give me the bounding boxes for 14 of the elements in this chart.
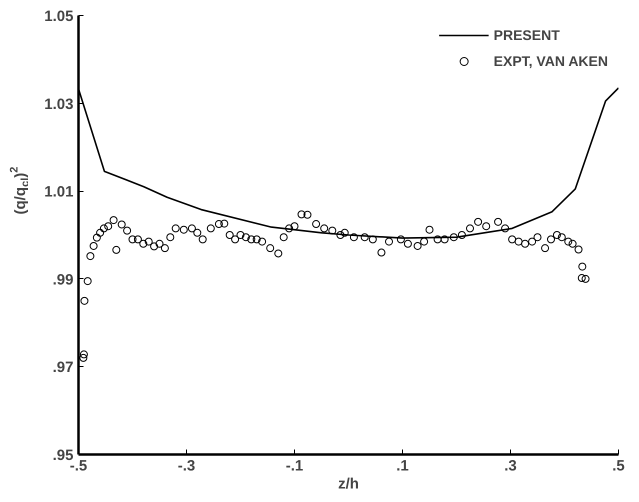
legend-label: PRESENT bbox=[494, 27, 560, 43]
x-tick-label: .3 bbox=[504, 458, 517, 474]
x-tick-label: .5 bbox=[612, 458, 625, 474]
x-axis-title: z/h bbox=[338, 476, 359, 492]
legend-label: EXPT, VAN AKEN bbox=[494, 53, 608, 69]
y-tick-label: 1.03 bbox=[44, 96, 74, 113]
y-tick-label: .97 bbox=[52, 359, 74, 376]
x-tick-label: -.3 bbox=[178, 458, 196, 474]
x-tick-label: .1 bbox=[396, 458, 409, 474]
y-tick-label: .95 bbox=[52, 447, 74, 464]
y-tick-label: 1.05 bbox=[44, 8, 74, 25]
y-tick-label: .99 bbox=[52, 271, 74, 288]
y-tick-label: 1.01 bbox=[44, 184, 74, 201]
x-tick-label: -.1 bbox=[286, 458, 304, 474]
